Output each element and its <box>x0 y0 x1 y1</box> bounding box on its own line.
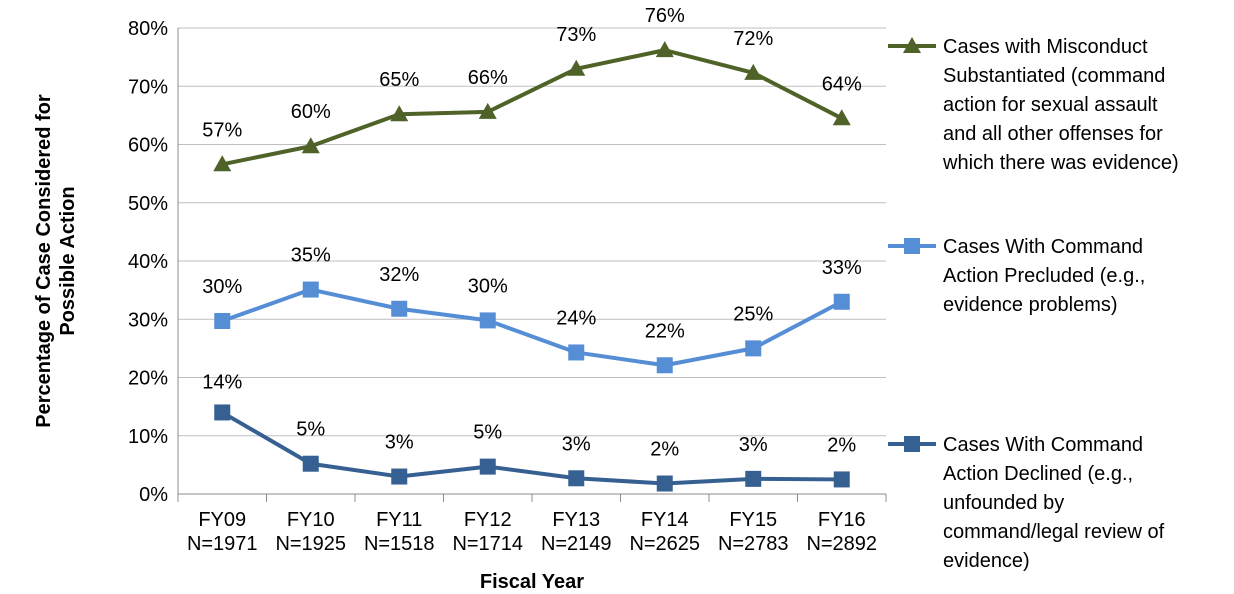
x-tick-label: FY13 N=2149 <box>541 509 612 555</box>
data-label-declined: 2% <box>650 439 679 461</box>
data-point-declined <box>745 470 762 487</box>
legend-item-declined: Cases With Command Action Declined (e.g.,… <box>888 434 1165 572</box>
x-tick-label: FY10 N=1925 <box>275 509 346 555</box>
series-substantiated: 57% 60% 65% 66% 73% 76% 72% 64% <box>202 5 862 172</box>
data-point-declined <box>214 404 231 421</box>
y-tick-label: 20% <box>128 368 168 390</box>
y-tick-label: 30% <box>128 309 168 331</box>
data-label-precluded: 32% <box>379 264 419 286</box>
data-label-declined: 14% <box>202 371 242 393</box>
data-label-substantiated: 64% <box>822 73 862 95</box>
data-label-precluded: 30% <box>202 276 242 298</box>
y-tick-label: 70% <box>128 76 168 98</box>
data-point-declined <box>833 471 850 488</box>
data-point-precluded <box>214 312 231 329</box>
data-point-declined <box>391 468 408 485</box>
data-point-substantiated <box>567 59 586 76</box>
y-tick-label: 10% <box>128 426 168 448</box>
legend-marker-declined <box>904 436 920 452</box>
data-point-substantiated <box>301 137 320 154</box>
data-point-precluded <box>656 357 673 374</box>
data-label-precluded: 22% <box>645 320 685 342</box>
gridlines <box>178 27 886 437</box>
data-point-substantiated <box>655 41 674 58</box>
data-label-substantiated: 60% <box>291 101 331 123</box>
x-tick-label: FY11 N=1518 <box>364 509 435 555</box>
legend-item-substantiated: Cases with Misconduct Substantiated (comm… <box>888 36 1179 174</box>
data-point-precluded <box>391 300 408 317</box>
data-point-substantiated <box>213 155 232 172</box>
data-label-substantiated: 57% <box>202 119 242 141</box>
series-line-declined <box>221 410 842 486</box>
data-point-declined <box>568 470 585 487</box>
data-point-substantiated <box>390 105 409 122</box>
data-label-declined: 3% <box>385 432 414 454</box>
data-point-precluded <box>479 312 496 329</box>
data-point-precluded <box>833 293 850 310</box>
x-axis-ticks: FY09 N=1971 FY10 N=1925 FY11 N=1518 FY12 N=1714… <box>187 509 877 555</box>
y-tick-label: 80% <box>128 18 168 40</box>
data-label-declined: 2% <box>827 434 856 456</box>
y-tick-label: 0% <box>139 484 168 506</box>
data-label-declined: 3% <box>739 434 768 456</box>
series-precluded: 30% 35% 32% 30% 24% 22% 25% 33% <box>202 245 862 374</box>
series-declined: 14% 5% 3% 5% 3% 2% 3% 2% <box>202 371 856 492</box>
data-label-substantiated: 76% <box>645 5 685 27</box>
data-point-precluded <box>302 281 319 298</box>
legend-marker-precluded <box>904 238 920 254</box>
data-label-precluded: 24% <box>556 307 596 329</box>
series-line-precluded <box>221 287 843 368</box>
data-point-declined <box>302 455 319 472</box>
y-axis-ticks: 0% 10% 20% 30% 40% 50% 60% 70% 80% <box>128 18 168 506</box>
data-label-declined: 5% <box>296 419 325 441</box>
data-label-precluded: 30% <box>468 275 508 297</box>
y-tick-label: 60% <box>128 135 168 157</box>
series-group: 57% 60% 65% 66% 73% 76% 72% 64% 30% 35% 32% 30% 24% 2… <box>202 5 862 492</box>
data-label-substantiated: 73% <box>556 24 596 46</box>
legend-item-precluded: Cases With Command Action Precluded (e.g.… <box>888 236 1145 316</box>
data-point-substantiated <box>744 63 763 80</box>
x-tick-label: FY15 N=2783 <box>718 509 789 555</box>
data-label-substantiated: 66% <box>468 67 508 89</box>
y-tick-label: 40% <box>128 251 168 273</box>
x-tick-label: FY09 N=1971 <box>187 509 258 555</box>
axes <box>177 28 887 502</box>
legend-label-substantiated: Cases with Misconduct Substantiated (comm… <box>942 36 1179 174</box>
data-label-substantiated: 72% <box>733 28 773 50</box>
x-axis-title: Fiscal Year <box>480 571 584 593</box>
data-point-declined <box>656 475 673 492</box>
data-point-substantiated <box>832 109 851 126</box>
data-label-declined: 5% <box>473 422 502 444</box>
data-label-precluded: 25% <box>733 303 773 325</box>
y-axis-title-line: Percentage of Case Considered for <box>33 94 55 428</box>
data-point-substantiated <box>478 102 497 119</box>
data-label-declined: 3% <box>562 433 591 455</box>
legend-marker-substantiated <box>903 37 921 53</box>
x-tick-label: FY14 N=2625 <box>629 509 700 555</box>
data-point-precluded <box>745 340 762 357</box>
data-point-declined <box>479 458 496 475</box>
y-axis-title: Percentage of Case Considered for Possibl… <box>33 94 79 428</box>
series-line-substantiated <box>221 48 843 167</box>
x-tick-label: FY12 N=1714 <box>452 509 523 555</box>
y-axis-title-line: Possible Action <box>57 186 79 335</box>
data-point-precluded <box>568 344 585 361</box>
legend: Cases with Misconduct Substantiated (comm… <box>888 36 1179 572</box>
data-label-substantiated: 65% <box>379 69 419 91</box>
legend-label-declined: Cases With Command Action Declined (e.g.,… <box>943 434 1165 572</box>
legend-label-precluded: Cases With Command Action Precluded (e.g.… <box>943 236 1145 316</box>
data-label-precluded: 35% <box>291 245 331 267</box>
x-tick-label: FY16 N=2892 <box>806 509 877 555</box>
y-tick-label: 50% <box>128 193 168 215</box>
data-label-precluded: 33% <box>822 257 862 279</box>
